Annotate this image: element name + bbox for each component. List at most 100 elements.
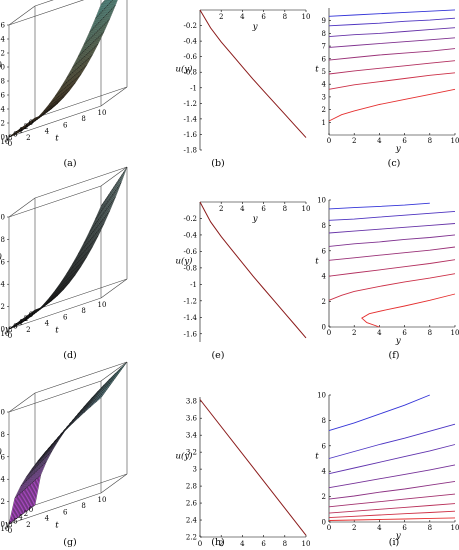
y-tick-label: 8 (8, 134, 12, 142)
surface-mesh (8, 361, 128, 525)
t-tick-label: 10 (98, 301, 107, 309)
z-tick-label: 16 (0, 22, 6, 30)
contour-level (328, 493, 456, 508)
y-tick-label: 6 (13, 130, 18, 138)
y-tick-label: 3.4 (186, 432, 198, 440)
y-tick-label: 4 (322, 468, 327, 476)
y-tick-label: 8 (322, 222, 326, 230)
y-tick-label: 7 (322, 43, 326, 51)
box-edge (100, 361, 128, 382)
box-edge (34, 0, 54, 7)
x-tick-label: 4 (377, 137, 382, 145)
contour-level (328, 259, 456, 277)
y-tick-label: 6 (322, 55, 327, 63)
box-edge (34, 86, 128, 119)
t-tick-label: 10 (98, 109, 107, 117)
contour-level (328, 60, 456, 75)
t-tick-label: 6 (63, 313, 68, 321)
contour-level (328, 37, 456, 48)
y-tick-label: 0 (29, 311, 33, 319)
contour-level (328, 17, 456, 27)
surface-plot-a: 024681012141602468100246810ytu(y,t) (0, 0, 128, 148)
box-edge (8, 185, 102, 218)
box-edge (34, 166, 128, 199)
x-tick-label: 0 (198, 540, 202, 548)
y-tick-label: 2 (322, 298, 326, 306)
y-tick-label: -0.2 (184, 215, 198, 223)
z-tick-label: 8 (1, 236, 5, 244)
x-tick-label: 8 (283, 13, 287, 21)
contour-level (328, 9, 456, 17)
axes (328, 394, 456, 523)
z-tick-label: 10 (0, 214, 5, 222)
y-tick-label: 3.8 (186, 398, 197, 406)
contour-level (361, 293, 456, 328)
y-axis-label: y (4, 324, 10, 334)
line-plot-e: 2 4 6 8 10 y -0.2 -0.4 -0.6 -0.8 -1 -1.2 -1.4 -1.6 u(y… (176, 201, 310, 342)
z-tick-label: 6 (1, 453, 6, 461)
y-tick-label: 2 (24, 123, 28, 131)
x-tick-label: 8 (283, 205, 287, 213)
y-tick-label: 10 (1, 330, 10, 338)
series-line (199, 9, 307, 138)
y-tick-label: -0.8 (184, 69, 198, 77)
y-tick-label: 2.4 (186, 517, 198, 525)
y-tick-label: 10 (317, 392, 326, 400)
y-tick-label: 3 (322, 93, 326, 101)
x-tick-label: 2 (352, 329, 356, 337)
box-edge (8, 5, 36, 26)
box-edge (8, 492, 102, 525)
y-tick-label: 3.2 (186, 449, 197, 457)
contour-level (328, 48, 456, 61)
y-tick-label: 4 (18, 514, 23, 522)
t-tick-label: 0 (8, 527, 12, 535)
t-tick-label: 10 (98, 496, 107, 504)
panel-caption: (d) (63, 350, 77, 361)
axes (328, 199, 456, 328)
y-tick-label: 0 (322, 324, 326, 332)
y-tick-label: -1.8 (184, 147, 198, 155)
y-tick-label: 6 (322, 442, 327, 450)
y-tick-label: -0.4 (184, 38, 198, 46)
contour-level (328, 480, 456, 500)
y-tick-label: 6 (13, 517, 18, 525)
panel-caption: (e) (211, 350, 224, 361)
y-tick-label: 10 (317, 197, 326, 205)
x-tick-label: 6 (261, 205, 266, 213)
y-tick-label: 4 (322, 81, 327, 89)
box-edge (100, 166, 128, 187)
y-tick-label: -1.6 (184, 330, 198, 338)
axes (199, 9, 307, 151)
contour-level (328, 223, 456, 234)
contour-level (328, 517, 456, 521)
box-edge (100, 473, 128, 494)
x-tick-label: 10 (451, 137, 459, 145)
surface-mesh (8, 0, 118, 138)
y-tick-label: 5 (322, 68, 326, 76)
y-tick-label: 10 (1, 138, 10, 146)
z-tick-label: 10 (0, 409, 5, 417)
surface-cell (8, 496, 17, 525)
t-tick-label: 4 (45, 128, 50, 136)
z-axis-label: u(y,t) (0, 252, 2, 263)
box-edge (8, 0, 85, 26)
z-tick-label: 0 (1, 134, 5, 142)
x-tick-label: 10 (302, 540, 311, 548)
contour-level (328, 202, 430, 210)
y-axis-label: t (315, 452, 319, 462)
box-edge (8, 380, 102, 413)
z-tick-label: 0 (1, 326, 5, 334)
t-tick-label: 4 (45, 320, 50, 328)
z-tick-label: 0 (1, 521, 5, 529)
y-tick-label: 2 (322, 493, 326, 501)
x-tick-label: 10 (451, 329, 459, 337)
box-edge (8, 297, 102, 330)
x-tick-label: 4 (240, 13, 245, 21)
panel-caption: (b) (211, 158, 225, 169)
y-tick-label: -1 (190, 281, 197, 289)
x-axis-label: y (395, 336, 401, 346)
panel-caption: (a) (63, 158, 76, 169)
y-tick-label: 0 (29, 506, 33, 514)
